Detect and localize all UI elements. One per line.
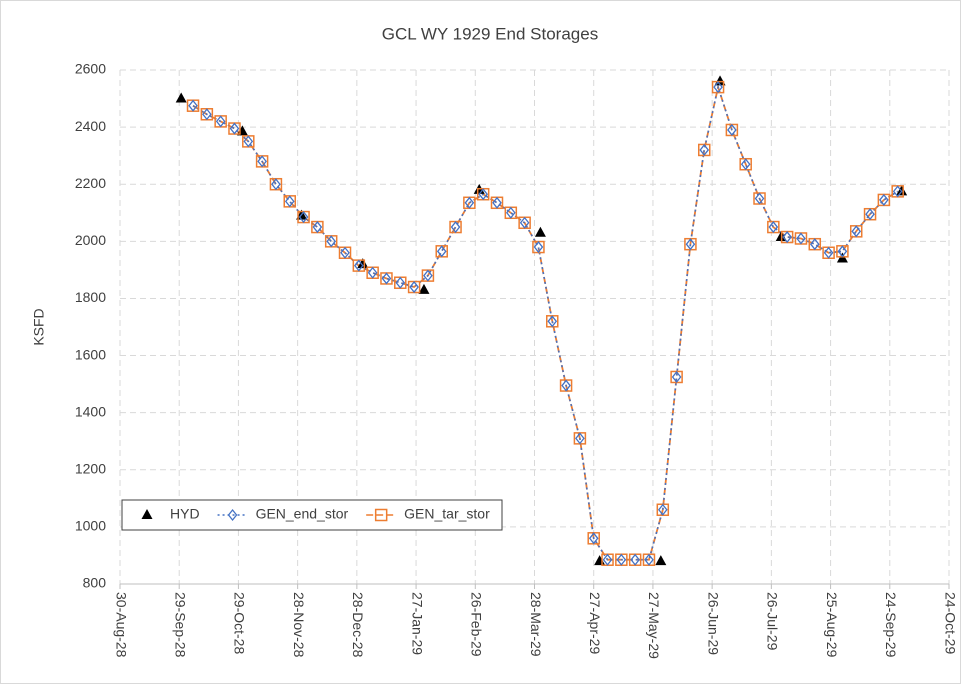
y-tick-label: 2000 (75, 232, 106, 248)
y-tick-label: 1600 (75, 346, 106, 362)
x-tick-label: 29-Oct-28 (232, 592, 248, 654)
diamond-marker (657, 503, 668, 516)
x-tick-label: 26-Jul-29 (765, 592, 781, 651)
x-tick-label: 24-Oct-29 (942, 592, 958, 654)
x-tick-label: 27-Jan-29 (409, 592, 425, 655)
diamond-marker (754, 192, 765, 205)
x-tick-label: 30-Aug-28 (113, 592, 129, 658)
diamond-marker (685, 238, 696, 251)
diamond-marker (492, 196, 502, 209)
diamond-marker (409, 280, 419, 294)
triangle-marker (175, 92, 187, 103)
diamond-marker (450, 221, 461, 234)
x-tick-label: 28-Nov-28 (291, 592, 307, 658)
triangle-marker (141, 509, 153, 519)
diamond-marker (298, 211, 309, 224)
x-tick-label: 29-Sep-28 (173, 592, 189, 658)
diamond-marker (837, 245, 848, 258)
y-tick-label: 1200 (75, 460, 106, 476)
series-line (192, 84, 899, 561)
diamond-marker (575, 432, 585, 445)
y-tick-label: 2600 (75, 61, 106, 77)
diamond-marker (671, 370, 682, 384)
diamond-marker (588, 532, 599, 545)
diamond-marker (227, 508, 238, 522)
chart-title: GCL WY 1929 End Storages (382, 24, 598, 43)
y-tick-label: 800 (83, 575, 107, 591)
legend-label: GEN_end_stor (256, 506, 349, 522)
x-tick-label: 24-Sep-29 (883, 592, 899, 658)
y-tick-label: 2400 (75, 118, 106, 134)
triangle-marker (655, 555, 667, 566)
diamond-marker (547, 315, 558, 328)
diamond-marker (202, 108, 212, 121)
diamond-marker (367, 266, 378, 279)
diamond-marker (533, 241, 544, 254)
diamond-marker (243, 135, 254, 148)
diamond-marker (188, 99, 198, 112)
diamond-marker (215, 115, 226, 128)
triangle-marker (534, 226, 546, 237)
diamond-marker (851, 225, 862, 238)
diamond-marker (519, 216, 530, 229)
diamond-marker (713, 81, 723, 94)
x-tick-label: 28-Mar-29 (528, 592, 544, 657)
diamond-marker (257, 155, 267, 168)
triangle-marker (418, 283, 430, 294)
diamond-marker (340, 246, 350, 259)
y-tick-label: 1000 (75, 518, 106, 534)
diamond-marker (630, 553, 640, 566)
y-tick-label: 1800 (75, 289, 106, 305)
diamond-marker (423, 269, 433, 282)
diamond-marker (395, 276, 406, 289)
diamond-marker (229, 122, 240, 135)
legend-box (121, 499, 503, 531)
diamond-marker (478, 188, 489, 201)
diamond-marker (740, 158, 751, 171)
diamond-marker (561, 379, 571, 392)
diamond-marker (271, 178, 281, 191)
diamond-marker (768, 221, 779, 234)
diamond-marker (505, 206, 516, 219)
diamond-marker (436, 245, 447, 258)
diamond-marker (284, 195, 295, 208)
diamond-marker (879, 193, 889, 206)
diamond-marker (312, 221, 323, 234)
y-tick-label: 2200 (75, 175, 106, 191)
x-tick-label: 27-Apr-29 (587, 592, 603, 654)
triangle-marker (357, 258, 369, 269)
legend-label: HYD (170, 506, 200, 522)
diamond-marker (809, 238, 820, 251)
x-tick-label: 27-May-29 (646, 592, 662, 659)
legend-label: GEN_tar_stor (404, 506, 490, 522)
diamond-marker (644, 553, 654, 566)
diamond-marker (892, 185, 903, 198)
diamond-marker (823, 246, 834, 259)
diamond-marker (353, 259, 364, 272)
x-tick-label: 25-Aug-29 (824, 592, 840, 658)
x-tick-label: 26-Jun-29 (705, 592, 721, 655)
x-tick-label: 28-Dec-28 (350, 592, 366, 658)
x-tick-label: 26-Feb-29 (469, 592, 485, 657)
diamond-marker (699, 143, 710, 156)
diamond-marker (602, 553, 613, 566)
diamond-marker (464, 196, 475, 209)
diamond-marker (381, 272, 392, 285)
diamond-marker (616, 553, 627, 566)
diamond-marker (326, 235, 337, 248)
diamond-marker (782, 231, 792, 244)
y-axis-label: KSFD (31, 308, 47, 345)
y-tick-label: 1400 (75, 403, 106, 419)
diamond-marker (796, 232, 806, 245)
diamond-marker (865, 208, 875, 221)
square-marker (374, 508, 388, 522)
diamond-marker (727, 123, 737, 137)
legend: HYD GEN_end_stor GEN_tar_stor (121, 499, 503, 531)
